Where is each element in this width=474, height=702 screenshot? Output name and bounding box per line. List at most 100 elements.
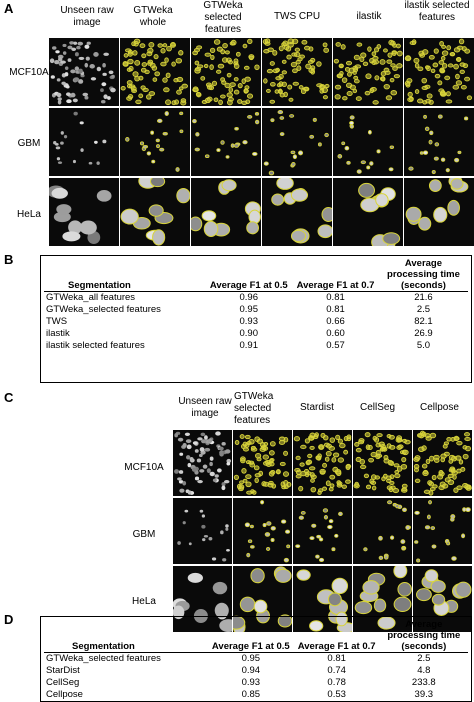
microscopy-image	[293, 430, 352, 496]
panel-d-results-table: Segmentation Average F1 at 0.5 Average F…	[44, 619, 468, 701]
table-cell: 0.93	[239, 316, 258, 327]
panel-a-row-label: GBM	[17, 138, 41, 149]
panel-c-label: C	[4, 390, 14, 405]
table-cell: 0.96	[239, 292, 258, 303]
table-row: TWS 0.93 0.66 82.1	[44, 316, 468, 328]
table-cell: 4.8	[417, 665, 431, 676]
table-header: Segmentation	[44, 619, 208, 653]
microscopy-image	[173, 430, 232, 496]
table-cell: 2.5	[417, 653, 431, 664]
microscopy-image	[293, 498, 352, 564]
panel-a-row-label: MCF10A	[9, 67, 49, 78]
microscopy-image	[191, 108, 261, 176]
panel-c-row-label: MCF10A	[124, 462, 164, 473]
table-header: Average F1 at 0.5	[207, 619, 294, 653]
microscopy-image	[49, 108, 119, 176]
microscopy-image	[191, 38, 261, 106]
table-cell: CellSeg	[46, 677, 80, 688]
table-cell: 5.0	[416, 340, 431, 351]
table-cell: ilastik selected features	[46, 340, 145, 351]
table-cell: 0.66	[326, 316, 345, 327]
microscopy-image	[262, 38, 332, 106]
panel-a-col-header: Unseen raw image	[60, 5, 114, 28]
panel-a-col-header: GTWeka whole	[133, 5, 173, 28]
microscopy-image	[233, 430, 292, 496]
panel-c-col-header: GTWeka selected features	[234, 391, 274, 426]
table-cell: GTWeka_all features	[46, 292, 136, 303]
microscopy-image	[333, 108, 403, 176]
table-cell: 0.60	[326, 328, 345, 339]
table-row: GTWeka_all features 0.96 0.81 21.6	[44, 292, 468, 305]
microscopy-image	[404, 108, 474, 176]
table-header: Average processing time (seconds)	[379, 619, 468, 653]
table-cell: 0.81	[326, 292, 345, 303]
table-row: Cellpose 0.85 0.53 39.3	[44, 689, 468, 701]
table-cell: 0.93	[241, 677, 261, 688]
panel-d-label: D	[4, 612, 14, 627]
table-cell: GTWeka_selected features	[46, 653, 161, 664]
table-cell: GTWeka_selected features	[46, 304, 161, 315]
panel-c-row-label: GBM	[132, 529, 156, 540]
microscopy-image	[262, 108, 332, 176]
panel-c-col-header: Cellpose	[420, 402, 459, 413]
microscopy-image	[262, 178, 332, 246]
table-row: CellSeg 0.93 0.78 233.8	[44, 677, 468, 689]
table-header: Average F1 at 0.5	[205, 258, 293, 292]
panel-c-col-header: CellSeg	[360, 402, 396, 413]
table-cell: 26.9	[414, 328, 433, 339]
microscopy-image	[49, 38, 119, 106]
table-row: GTWeka_selected features 0.95 0.81 2.5	[44, 304, 468, 316]
microscopy-image	[120, 38, 190, 106]
table-header: Average F1 at 0.7	[292, 258, 379, 292]
table-row: ilastik selected features 0.91 0.57 5.0	[44, 340, 468, 352]
microscopy-image	[120, 178, 190, 246]
table-cell: 82.1	[414, 316, 433, 327]
table-row: ilastik 0.90 0.60 26.9	[44, 328, 468, 340]
table-cell: 0.94	[241, 665, 261, 676]
table-header: Average processing time (seconds)	[378, 258, 468, 292]
microscopy-image	[191, 178, 261, 246]
panel-b-label: B	[4, 252, 14, 267]
table-cell: StarDist	[46, 665, 80, 676]
table-row: GTWeka_selected features 0.95 0.81 2.5	[44, 653, 468, 666]
table-cell: 0.81	[326, 304, 345, 315]
panel-a-col-header: GTWeka selected features	[203, 0, 243, 35]
table-header: Average F1 at 0.7	[293, 619, 380, 653]
table-cell: 0.85	[241, 689, 261, 700]
microscopy-image	[413, 430, 472, 496]
panel-a-col-header: TWS CPU	[273, 11, 321, 22]
microscopy-image	[353, 430, 412, 496]
microscopy-image	[49, 178, 119, 246]
table-cell: 0.91	[239, 340, 258, 351]
table-cell: 39.3	[414, 689, 434, 700]
panel-a-col-header: ilastik	[356, 11, 382, 22]
panel-c-col-header: Unseen raw image	[178, 396, 232, 419]
microscopy-image	[333, 38, 403, 106]
table-cell: 0.81	[327, 653, 346, 664]
panel-a-col-header: ilastik selected features	[404, 0, 470, 23]
microscopy-image	[120, 108, 190, 176]
microscopy-image	[353, 498, 412, 564]
table-cell: TWS	[46, 316, 68, 327]
table-cell: Cellpose	[46, 689, 83, 700]
table-cell: 0.78	[327, 677, 346, 688]
table-cell: 0.74	[327, 665, 346, 676]
table-cell: 0.95	[239, 304, 258, 315]
microscopy-image	[173, 498, 232, 564]
panel-b-results-table: Segmentation Average F1 at 0.5 Average F…	[44, 258, 468, 352]
panel-b-table-frame	[40, 255, 472, 383]
microscopy-image	[413, 498, 472, 564]
table-cell: 0.95	[241, 653, 261, 664]
table-header: Segmentation	[44, 258, 206, 292]
panel-a-row-label: HeLa	[17, 209, 41, 220]
table-cell: 21.6	[414, 292, 433, 303]
table-cell: 0.57	[326, 340, 345, 351]
table-cell: 2.5	[416, 304, 431, 315]
panel-c-row-label: HeLa	[132, 596, 156, 607]
table-cell: 0.53	[327, 689, 346, 700]
panel-a-label: A	[4, 1, 14, 16]
microscopy-image	[233, 498, 292, 564]
table-cell: 0.90	[239, 328, 258, 339]
microscopy-image	[333, 178, 403, 246]
table-cell: 233.8	[411, 677, 436, 688]
